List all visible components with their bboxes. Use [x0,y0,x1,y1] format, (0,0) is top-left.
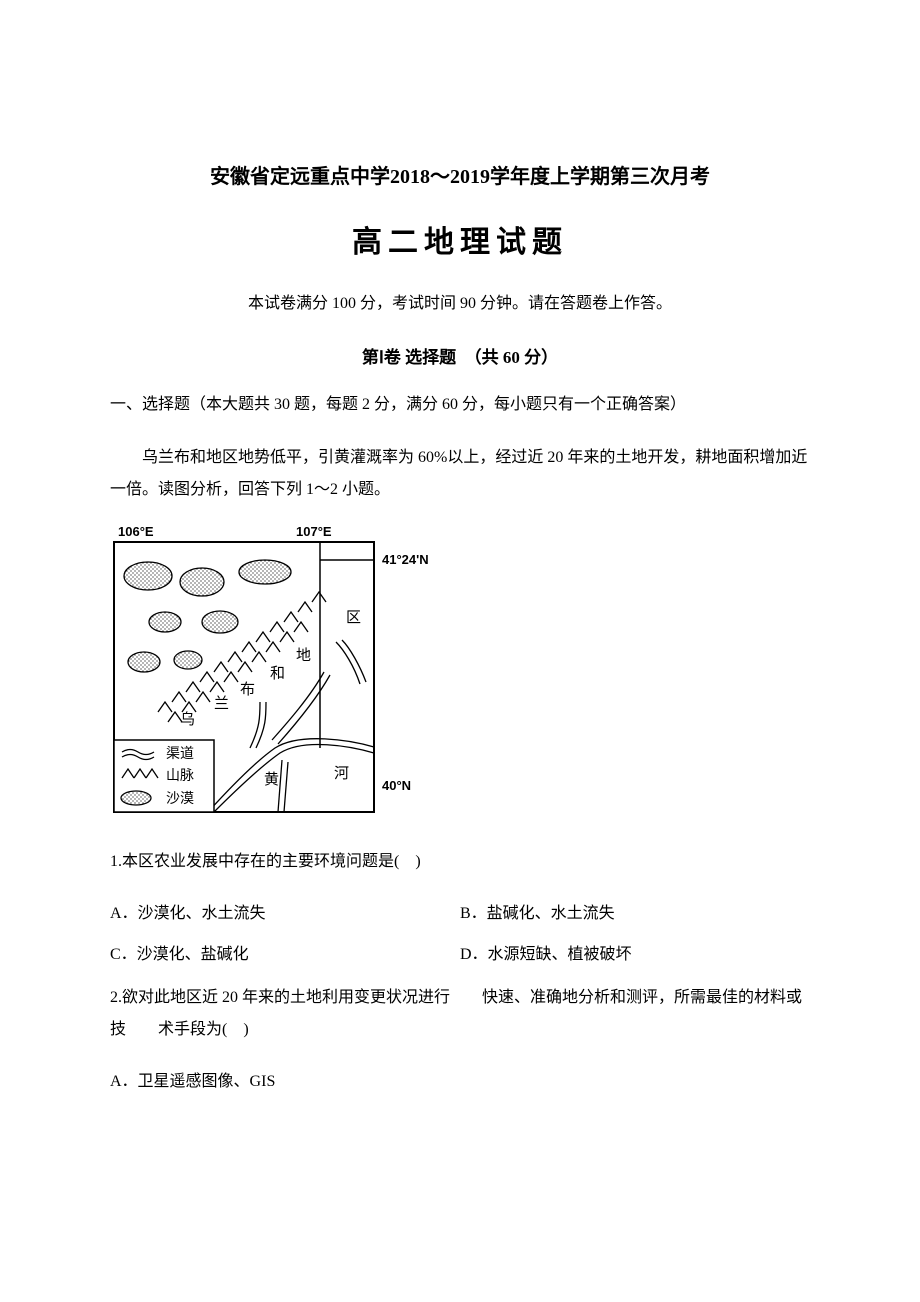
river-label2: 河 [334,765,349,782]
desert-blob [128,652,160,672]
school-line: 安徽省定远重点中学2018～2019学年度上学期第三次月考 [110,160,810,189]
region-label: 地 [296,647,311,664]
river-label: 黄 [264,771,279,788]
q1-option-d: D．水源短缺、植被破坏 [460,937,810,972]
exam-instructions: 本试卷满分 100 分，考试时间 90 分钟。请在答题卷上作答。 [110,289,810,313]
map-figure: 106°E 107°E 41°24'N 40°N 乌 [110,522,810,822]
map-svg: 106°E 107°E 41°24'N 40°N 乌 [110,522,435,822]
q1-options-row1: A．沙漠化、水土流失 B．盐碱化、水土流失 [110,896,810,931]
q1-options-row2: C．沙漠化、盐碱化 D．水源短缺、植被破坏 [110,937,810,972]
q1-option-a: A．沙漠化、水土流失 [110,896,460,931]
q1-option-b: B．盐碱化、水土流失 [460,896,810,931]
desert-blob [174,651,202,669]
legend-mountain-label: 山脉 [166,768,194,784]
region-label: 和 [270,665,285,682]
legend-desert-label: 沙漠 [166,791,194,807]
section-title: 第Ⅰ卷 选择题 （共 60 分） [110,343,810,368]
q1-stem: 1.本区农业发展中存在的主要环境问题是( ) [110,846,810,878]
section-rules: 一、选择题（本大题共 30 题，每题 2 分，满分 60 分，每小题只有一个正确… [110,392,810,418]
q2-options-row1: A．卫星遥感图像、GIS [110,1064,810,1099]
lat-bottom-label: 40°N [382,778,411,793]
lat-top-label: 41°24'N [382,552,429,567]
desert-blob [124,562,172,590]
q2-option-a: A．卫星遥感图像、GIS [110,1064,810,1099]
desert-blob [180,568,224,596]
passage-text: 乌兰布和地区地势低平，引黄灌溉率为 60%以上，经过近 20 年来的土地开发，耕… [110,442,810,506]
exam-title: 高二地理试题 [110,217,810,261]
q1-option-c: C．沙漠化、盐碱化 [110,937,460,972]
region-label: 兰 [214,695,229,712]
desert-blob [239,560,291,584]
lon-left-label: 106°E [118,524,154,539]
yellow-river [208,738,374,811]
desert-blob [149,612,181,632]
desert-blob [202,611,238,633]
lon-right-label: 107°E [296,524,332,539]
region-label: 乌 [180,711,195,728]
region-label: 布 [240,681,255,698]
region-label: 区 [346,610,361,626]
legend-desert-icon [121,791,151,805]
legend-canal-label: 渠道 [166,746,194,762]
q2-stem: 2.欲对此地区近 20 年来的土地利用变更状况进行 快速、准确地分析和测评，所需… [110,982,810,1046]
